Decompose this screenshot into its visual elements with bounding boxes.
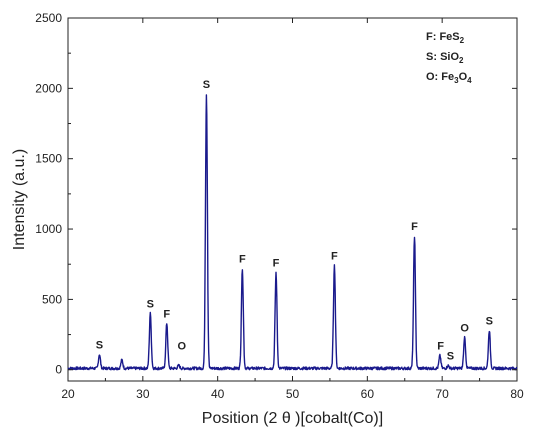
x-tick-label: 30 (136, 387, 150, 401)
y-tick-label: 0 (55, 363, 62, 377)
legend-entry: S: SiO2 (426, 51, 464, 65)
xrd-pattern-line (67, 94, 518, 371)
legend-text-part: FeS (439, 31, 459, 43)
peak-label: F (273, 258, 280, 270)
y-axis-ticks: 0 500 1000 1500 2000 2500 (35, 11, 517, 377)
x-tick-label: 40 (211, 387, 225, 401)
x-tick-label: 70 (435, 387, 449, 401)
peak-label: S (447, 351, 454, 363)
peak-label: F (437, 341, 444, 353)
legend-text-part: S: (426, 51, 440, 63)
peak-label: F (239, 253, 246, 265)
peak-label: F (411, 221, 418, 233)
y-tick-label: 2000 (35, 81, 62, 95)
legend-subscript: 3 (454, 76, 459, 85)
legend-subscript: 2 (459, 56, 464, 65)
y-tick-label: 1000 (35, 222, 62, 236)
peak-label: S (147, 298, 154, 310)
legend-entry: F: FeS2 (426, 31, 465, 45)
legend-subscript: 2 (460, 36, 465, 45)
legend-text-part: F: (426, 31, 439, 43)
y-axis-title: Intensity (a.u.) (11, 149, 28, 250)
peak-label: O (460, 322, 469, 334)
legend-text-part: O (459, 71, 468, 83)
legend-entry: O: Fe3O4 (426, 71, 472, 85)
peak-label: F (163, 308, 170, 320)
x-tick-label: 60 (361, 387, 375, 401)
peak-label: O (177, 341, 186, 353)
legend-text-part: Fe (441, 71, 454, 83)
y-tick-label: 2500 (35, 11, 62, 25)
x-tick-label: 80 (510, 387, 524, 401)
y-tick-label: 1500 (35, 152, 62, 166)
peak-label: S (96, 339, 103, 351)
peak-label: S (203, 79, 210, 91)
legend-text-part: O: (426, 71, 441, 83)
x-axis-ticks: 20 30 40 50 60 70 80 (61, 18, 524, 401)
x-tick-label: 20 (61, 387, 75, 401)
x-tick-label: 50 (286, 387, 300, 401)
y-tick-label: 500 (42, 292, 62, 306)
legend-subscript: 4 (467, 76, 472, 85)
peak-label: S (486, 315, 493, 327)
peak-label: F (331, 251, 338, 263)
x-axis-title: Position (2 θ )[cobalt(Co)] (202, 410, 383, 427)
legend-text-part: SiO (440, 51, 459, 63)
